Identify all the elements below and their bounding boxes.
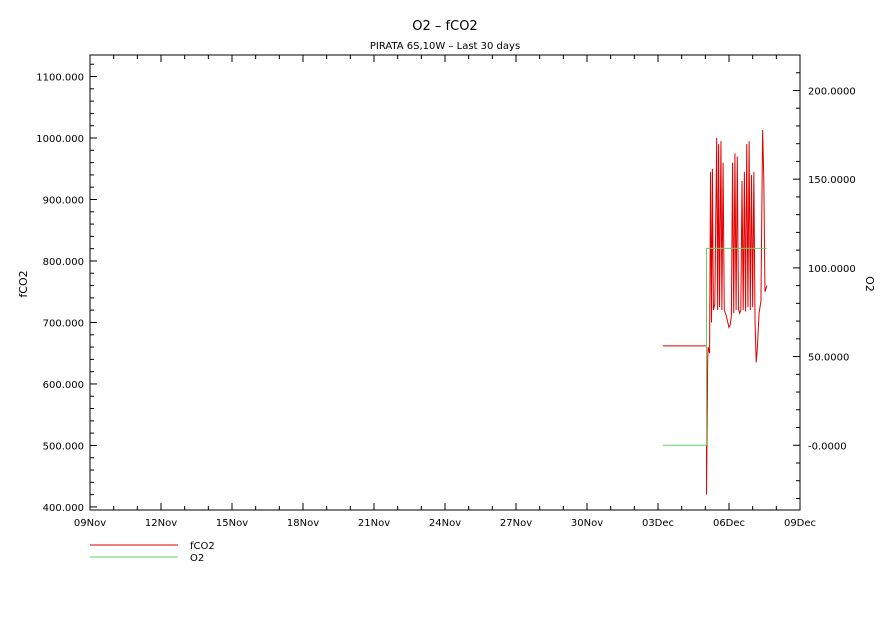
y-tick-label: 500.000 [43, 441, 84, 452]
x-tick-label: 09Dec [784, 518, 816, 529]
x-axis: 09Nov 12Nov 15Nov 18Nov 21Nov 24Nov 27Nov 30Nov… [74, 55, 816, 529]
legend: fCO2 O2 [90, 541, 215, 564]
y2-tick-label: -0.0000 [808, 441, 847, 452]
y-tick-label: 600.000 [43, 380, 84, 391]
x-tick-label: 18Nov [287, 518, 319, 529]
x-tick-label: 03Dec [642, 518, 674, 529]
x-tick-label: 09Nov [74, 518, 106, 529]
y-axis: 400.000 500.000 600.000 700.000 800.000 900.0… [36, 63, 97, 514]
x-tick-label: 27Nov [500, 518, 532, 529]
series-line-o2 [662, 247, 767, 446]
x-tick-label: 06Dec [713, 518, 745, 529]
y2-axis-label: O2 [863, 276, 876, 292]
x-tick-label: 30Nov [571, 518, 603, 529]
y2-tick-label: 100.0000 [808, 264, 856, 275]
x-tick-label: 15Nov [216, 518, 248, 529]
series-line-fco2 [662, 129, 768, 495]
plot-frame [89, 54, 801, 511]
legend-label-fco2: fCO2 [190, 541, 215, 552]
legend-label-o2: O2 [190, 553, 204, 564]
y2-axis: -0.0000 50.0000 100.0000 150.0000 200.0000 [793, 54, 856, 499]
series-layer [662, 129, 768, 495]
y-tick-label: 400.000 [43, 503, 84, 514]
x-tick-label: 24Nov [429, 518, 461, 529]
y-tick-label: 1000.000 [36, 134, 84, 145]
y2-tick-label: 50.0000 [808, 353, 849, 364]
chart-title: O2 – fCO2 [412, 19, 477, 34]
x-tick-label: 21Nov [358, 518, 390, 529]
y2-tick-label: 150.0000 [808, 175, 856, 186]
y2-tick-label: 200.0000 [808, 86, 856, 97]
y-axis-label: fCO2 [17, 270, 30, 297]
y-tick-label: 800.000 [43, 257, 84, 268]
y-tick-label: 1100.000 [36, 73, 84, 84]
y-tick-label: 700.000 [43, 318, 84, 329]
y-tick-label: 900.000 [43, 195, 84, 206]
x-tick-label: 12Nov [145, 518, 177, 529]
chart-subtitle: PIRATA 6S,10W – Last 30 days [370, 41, 520, 52]
